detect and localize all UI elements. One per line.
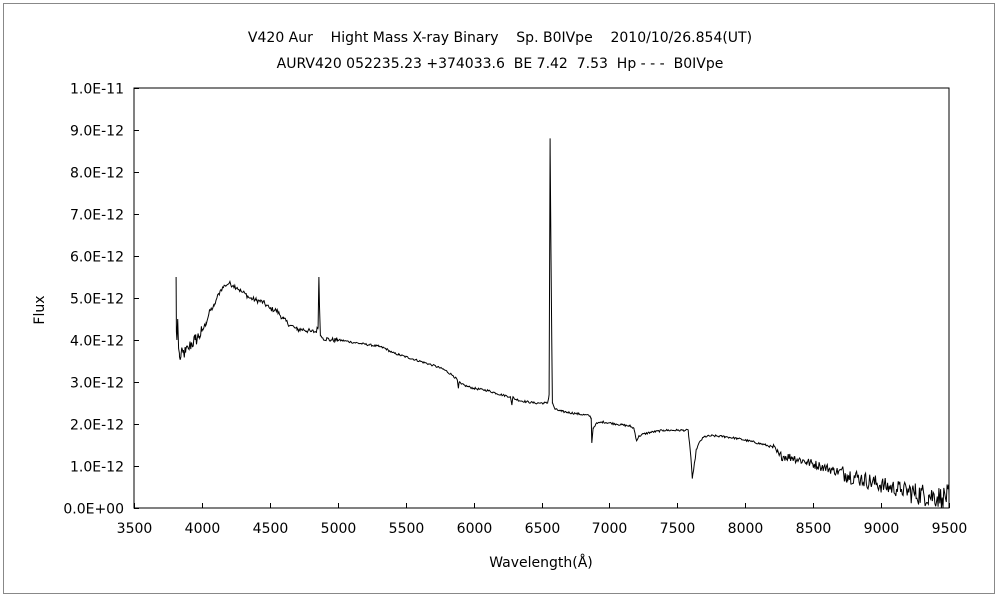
y-tick-label: 5.0E-12 xyxy=(70,292,124,308)
x-tick-label: 5000 xyxy=(321,521,357,537)
x-axis: 3500 4000 4500 5000 5500 6000 6500 7000 7500 8000… xyxy=(117,503,968,537)
chart-title: V420 Aur Hight Mass X-ray Binary Sp. B0I… xyxy=(248,30,752,46)
x-tick-label: 8500 xyxy=(796,521,832,537)
x-axis-label: Wavelength(Å) xyxy=(489,554,593,571)
x-tick-label: 4500 xyxy=(253,521,289,537)
x-tick-label: 3500 xyxy=(117,521,153,537)
x-tick-label: 9000 xyxy=(864,521,900,537)
y-tick-label: 7.0E-12 xyxy=(70,208,124,224)
y-tick-label: 8.0E-12 xyxy=(70,166,124,182)
x-tick-label: 6500 xyxy=(525,521,561,537)
y-tick-label: 1.0E-11 xyxy=(70,82,124,98)
y-tick-label: 2.0E-12 xyxy=(70,418,124,434)
chart-subtitle: AURV420 052235.23 +374033.6 BE 7.42 7.53… xyxy=(277,56,724,72)
y-axis: 0.0E+00 1.0E-12 2.0E-12 3.0E-12 4.0E-12 5.0E-… xyxy=(63,82,139,518)
y-tick-label: 0.0E+00 xyxy=(63,502,124,518)
x-tick-label: 7000 xyxy=(592,521,628,537)
y-tick-label: 1.0E-12 xyxy=(70,460,124,476)
x-tick-label: 9500 xyxy=(932,521,968,537)
y-axis-label: Flux xyxy=(32,295,48,324)
y-tick-label: 6.0E-12 xyxy=(70,250,124,266)
x-tick-label: 6000 xyxy=(457,521,493,537)
y-tick-label: 4.0E-12 xyxy=(70,334,124,350)
spectrum-line xyxy=(175,138,950,509)
x-tick-label: 5500 xyxy=(389,521,425,537)
x-tick-label: 7500 xyxy=(660,521,696,537)
y-tick-label: 9.0E-12 xyxy=(70,124,124,140)
x-tick-label: 8000 xyxy=(728,521,764,537)
chart-frame xyxy=(3,3,995,594)
y-tick-label: 3.0E-12 xyxy=(70,376,124,392)
x-tick-label: 4000 xyxy=(185,521,221,537)
